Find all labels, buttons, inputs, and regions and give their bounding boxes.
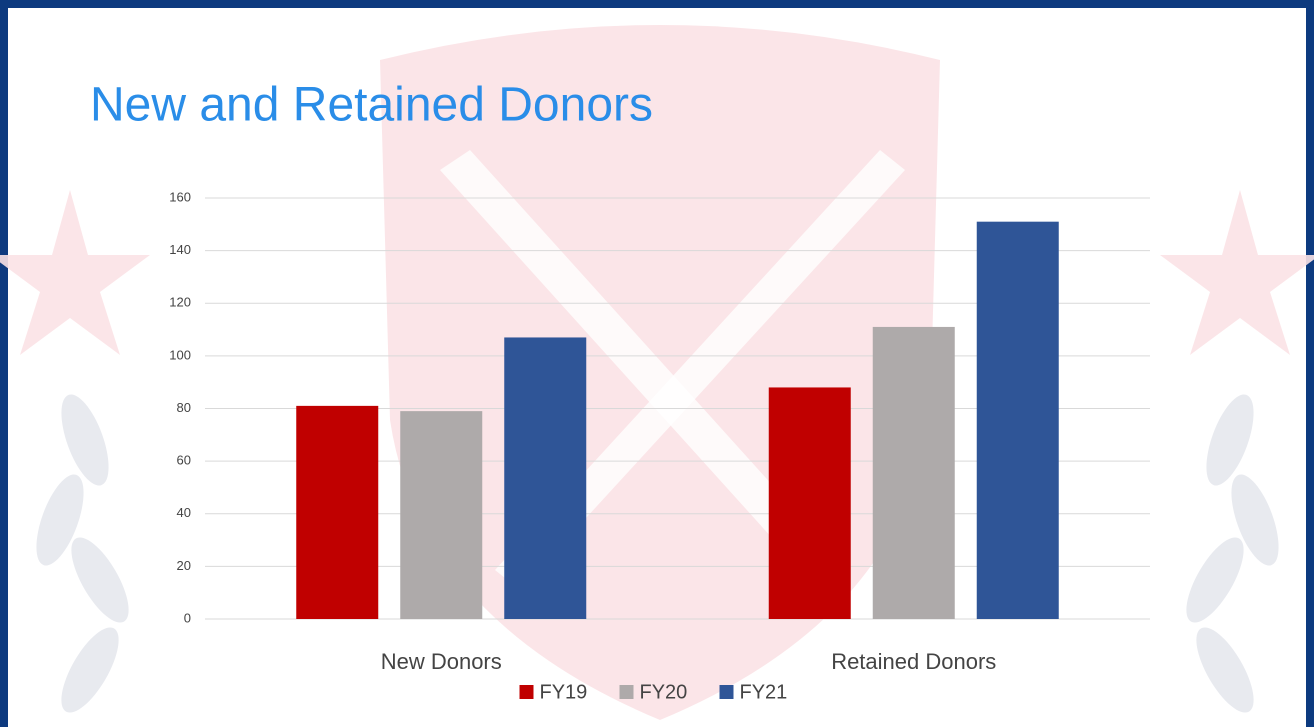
- watermark-sword: [440, 150, 840, 580]
- legend-label: FY21: [740, 681, 788, 703]
- watermark-laurel: [36, 394, 1279, 713]
- bar: [976, 221, 1059, 619]
- y-tick-label: 80: [177, 400, 191, 415]
- legend-label: FY20: [640, 681, 688, 703]
- y-tick-label: 160: [169, 189, 191, 204]
- y-tick-label: 120: [169, 295, 191, 310]
- watermark: [0, 25, 1314, 720]
- slide-title: New and Retained Donors: [90, 79, 653, 132]
- bar: [504, 337, 587, 619]
- bar: [400, 411, 483, 619]
- bar: [872, 326, 955, 619]
- watermark-sword: [495, 150, 905, 590]
- x-tick-label: New Donors: [381, 649, 502, 674]
- legend-label: FY19: [540, 681, 588, 703]
- bar: [768, 387, 851, 619]
- watermark-star: [0, 190, 150, 355]
- y-tick-label: 20: [177, 558, 191, 573]
- y-tick-label: 60: [177, 453, 191, 468]
- y-tick-label: 100: [169, 347, 191, 362]
- legend-swatch: [719, 685, 734, 699]
- bar: [296, 405, 379, 619]
- watermark-star: [1160, 190, 1314, 355]
- legend-swatch: [619, 685, 634, 699]
- y-tick-label: 0: [184, 610, 191, 625]
- x-tick-label: Retained Donors: [831, 649, 996, 674]
- y-tick-label: 140: [169, 242, 191, 257]
- legend-swatch: [519, 685, 534, 699]
- y-tick-label: 40: [177, 505, 191, 520]
